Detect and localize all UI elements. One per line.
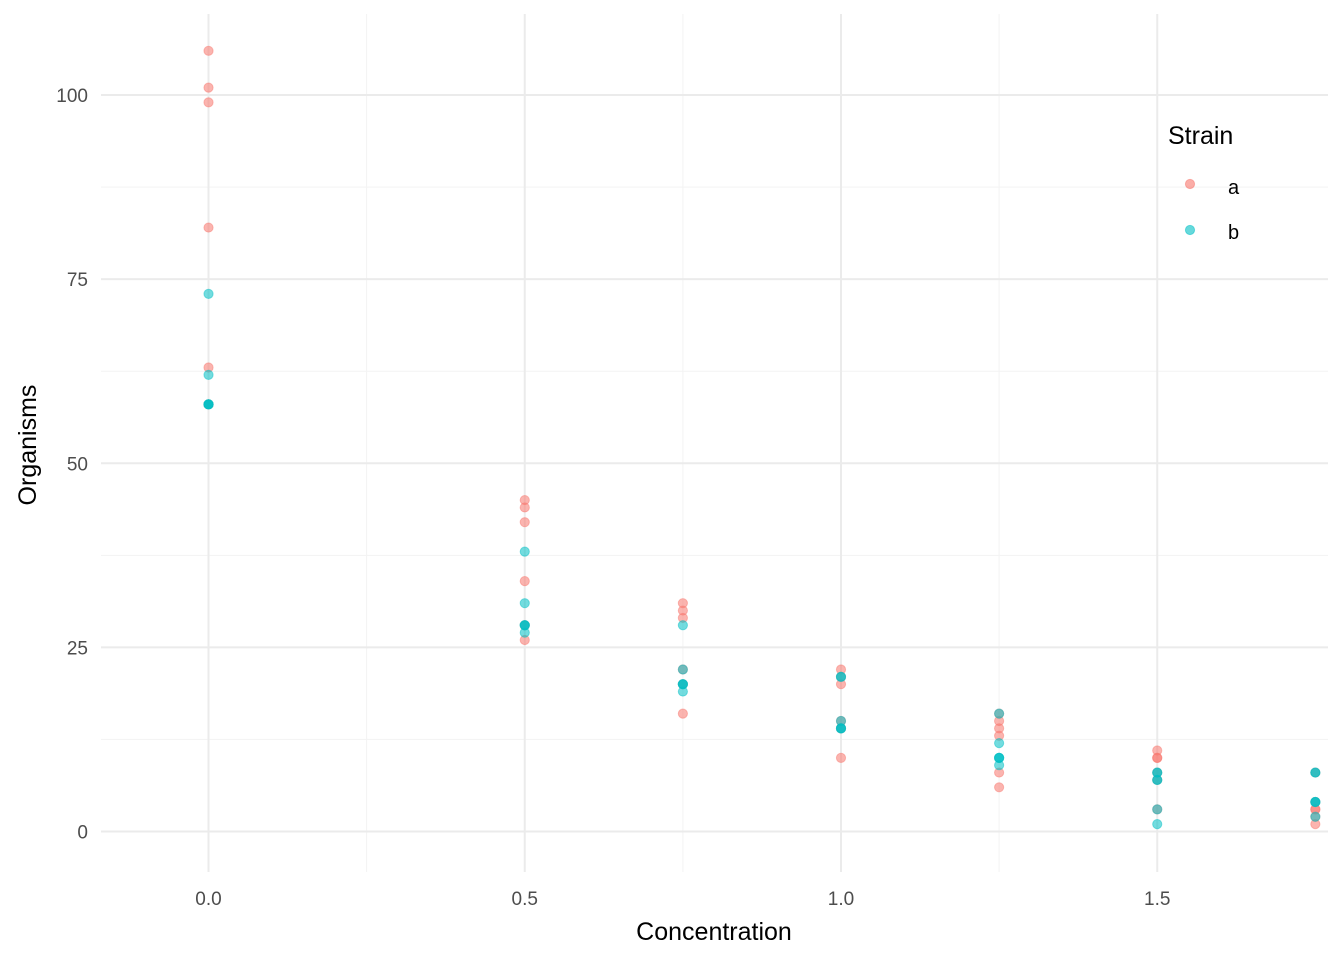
- x-axis-title: Concentration: [636, 918, 792, 946]
- y-axis-title: Organisms: [14, 385, 42, 506]
- legend-title: Strain: [1168, 122, 1233, 150]
- data-point-b: [677, 620, 688, 631]
- legend-key-a: [1184, 178, 1196, 190]
- data-point-a: [203, 82, 214, 93]
- data-point-b: [677, 664, 688, 675]
- data-point-b: [1310, 767, 1321, 778]
- data-point-b: [994, 738, 1005, 749]
- data-point-b: [1152, 819, 1163, 830]
- legend-label-b: b: [1228, 222, 1239, 244]
- data-point-a: [519, 502, 530, 513]
- y-tick-label: 0: [77, 822, 88, 843]
- legend: Strain a b: [1168, 122, 1240, 244]
- data-point-a: [1152, 752, 1163, 763]
- data-point-a: [994, 782, 1005, 793]
- major-gridlines: [101, 14, 1328, 872]
- legend-label-a: a: [1228, 177, 1240, 199]
- data-point-b: [203, 369, 214, 380]
- data-point-b: [677, 679, 688, 690]
- data-point-b: [1310, 811, 1321, 822]
- data-point-a: [203, 45, 214, 56]
- data-point-b: [994, 708, 1005, 719]
- y-tick-label: 75: [67, 270, 88, 291]
- x-tick-label: 0.5: [512, 889, 538, 910]
- data-point-b: [1310, 796, 1321, 808]
- data-point-a: [203, 222, 214, 233]
- data-point-b: [519, 620, 530, 631]
- data-point-b: [519, 546, 530, 557]
- data-point-a: [519, 575, 530, 587]
- data-points: [203, 45, 1321, 830]
- data-point-b: [1152, 767, 1163, 778]
- data-point-a: [835, 752, 847, 763]
- y-axis-ticks: 0 25 50 75 100: [56, 86, 88, 843]
- x-tick-label: 0.0: [195, 889, 221, 910]
- data-point-b: [203, 288, 214, 299]
- data-point-b: [994, 752, 1005, 763]
- data-point-a: [203, 97, 214, 108]
- x-axis-ticks: 0.0 0.5 1.0 1.5: [195, 889, 1170, 910]
- y-tick-label: 50: [67, 454, 88, 475]
- legend-key-b: [1184, 224, 1196, 236]
- data-point-a: [519, 517, 530, 528]
- data-point-b: [203, 399, 214, 410]
- y-tick-label: 25: [67, 638, 88, 659]
- data-point-b: [1152, 804, 1163, 815]
- x-tick-label: 1.0: [828, 889, 854, 910]
- data-point-a: [677, 708, 688, 719]
- y-tick-label: 100: [56, 86, 88, 107]
- minor-gridlines: [101, 14, 1328, 872]
- x-tick-label: 1.5: [1144, 889, 1170, 910]
- data-point-b: [835, 723, 847, 734]
- data-point-b: [519, 598, 530, 609]
- data-point-b: [835, 671, 847, 682]
